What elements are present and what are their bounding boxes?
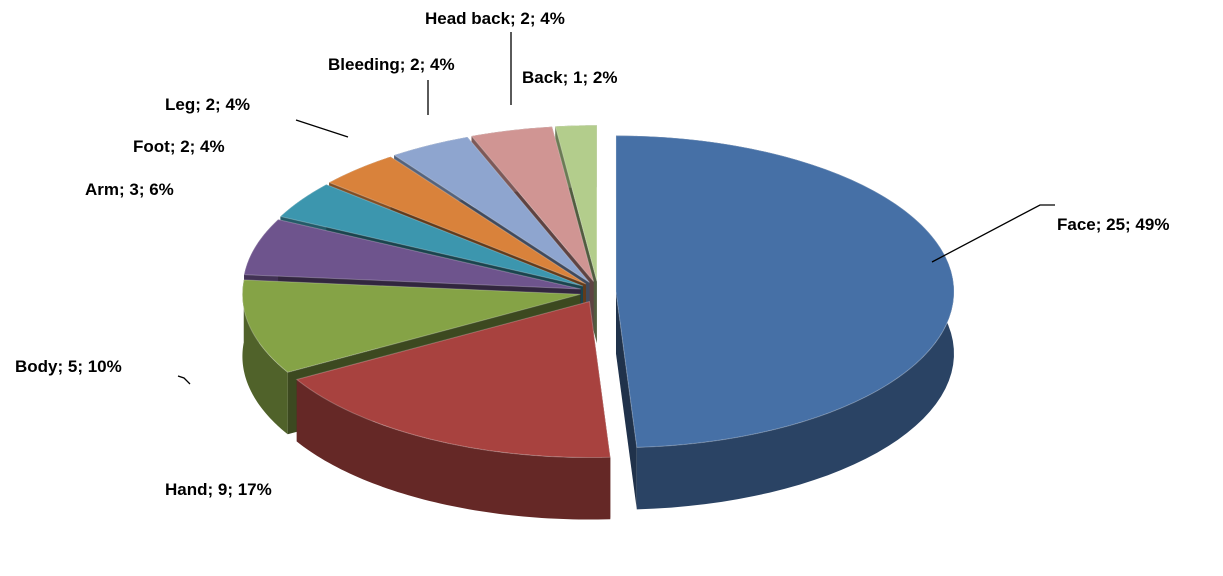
- slice-side: [615, 291, 637, 510]
- slice-top: [279, 183, 584, 287]
- slice-top: [615, 135, 955, 448]
- slice-wall: [242, 279, 288, 435]
- leader-line: [931, 204, 1055, 263]
- data-label: Bleeding; 2; 4%: [328, 55, 455, 74]
- slice-top: [295, 300, 611, 458]
- slice: [615, 135, 955, 510]
- data-label: Head back; 2; 4%: [425, 9, 565, 28]
- slice-top: [393, 136, 590, 283]
- slice-top: [241, 279, 581, 373]
- leader-line: [295, 119, 349, 138]
- data-label: Hand; 9; 17%: [165, 480, 272, 499]
- slice-top: [328, 156, 587, 285]
- data-label: Back; 1; 2%: [522, 68, 617, 87]
- data-label: Arm; 3; 6%: [85, 180, 174, 199]
- data-label: Leg; 2; 4%: [165, 95, 250, 114]
- slice: [295, 300, 611, 520]
- data-label: Face; 25; 49%: [1057, 215, 1169, 234]
- slice-wall: [296, 379, 611, 520]
- leader-line: [177, 375, 191, 385]
- slice-top: [470, 126, 595, 282]
- data-label: Foot; 2; 4%: [133, 137, 225, 156]
- slice-top: [243, 218, 581, 290]
- slice-top: [554, 124, 598, 282]
- data-label: Body; 5; 10%: [15, 357, 122, 376]
